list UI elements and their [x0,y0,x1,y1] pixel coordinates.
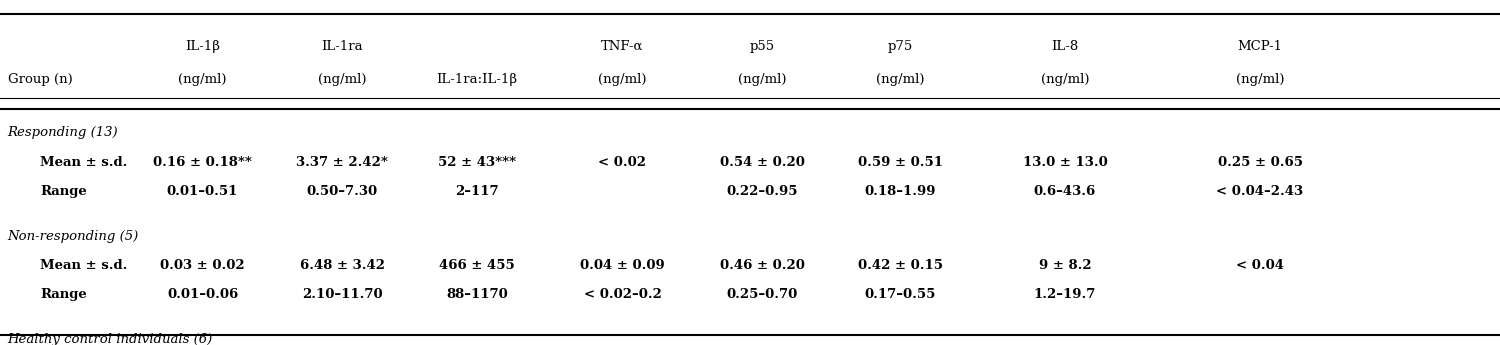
Text: < 0.02: < 0.02 [598,156,646,169]
Text: 0.18–1.99: 0.18–1.99 [864,185,936,198]
Text: (ng/ml): (ng/ml) [318,73,366,86]
Text: < 0.04: < 0.04 [1236,259,1284,272]
Text: TNF-α: TNF-α [602,40,644,53]
Text: 0.46 ± 0.20: 0.46 ± 0.20 [720,259,804,272]
Text: IL-8: IL-8 [1052,40,1078,53]
Text: Mean ± s.d.: Mean ± s.d. [40,156,128,169]
Text: p55: p55 [750,40,774,53]
Text: Mean ± s.d.: Mean ± s.d. [40,259,128,272]
Text: Range: Range [40,185,87,198]
Text: MCP-1: MCP-1 [1238,40,1282,53]
Text: 0.04 ± 0.09: 0.04 ± 0.09 [580,259,664,272]
Text: 0.6–43.6: 0.6–43.6 [1034,185,1096,198]
Text: 0.22–0.95: 0.22–0.95 [726,185,798,198]
Text: (ng/ml): (ng/ml) [598,73,646,86]
Text: 0.59 ± 0.51: 0.59 ± 0.51 [858,156,942,169]
Text: 13.0 ± 13.0: 13.0 ± 13.0 [1023,156,1107,169]
Text: IL-1ra:IL-1β: IL-1ra:IL-1β [436,73,517,86]
Text: IL-1ra: IL-1ra [321,40,363,53]
Text: (ng/ml): (ng/ml) [738,73,786,86]
Text: (ng/ml): (ng/ml) [178,73,226,86]
Text: 6.48 ± 3.42: 6.48 ± 3.42 [300,259,384,272]
Text: (ng/ml): (ng/ml) [1236,73,1284,86]
Text: 2.10–11.70: 2.10–11.70 [302,288,382,302]
Text: 0.17–0.55: 0.17–0.55 [864,288,936,302]
Text: 9 ± 8.2: 9 ± 8.2 [1038,259,1092,272]
Text: 3.37 ± 2.42*: 3.37 ± 2.42* [296,156,388,169]
Text: Healthy control individuals (6): Healthy control individuals (6) [8,333,213,345]
Text: 0.25 ± 0.65: 0.25 ± 0.65 [1218,156,1302,169]
Text: 0.01–0.06: 0.01–0.06 [166,288,238,302]
Text: 0.54 ± 0.20: 0.54 ± 0.20 [720,156,804,169]
Text: Group (n): Group (n) [8,73,72,86]
Text: IL-1β: IL-1β [184,40,220,53]
Text: 88–1170: 88–1170 [446,288,509,302]
Text: (ng/ml): (ng/ml) [876,73,924,86]
Text: 2–117: 2–117 [454,185,500,198]
Text: (ng/ml): (ng/ml) [1041,73,1089,86]
Text: Non-responding (5): Non-responding (5) [8,230,138,243]
Text: 0.50–7.30: 0.50–7.30 [306,185,378,198]
Text: < 0.02–0.2: < 0.02–0.2 [584,288,662,302]
Text: < 0.04–2.43: < 0.04–2.43 [1216,185,1304,198]
Text: 466 ± 455: 466 ± 455 [440,259,515,272]
Text: 0.25–0.70: 0.25–0.70 [726,288,798,302]
Text: 0.16 ± 0.18**: 0.16 ± 0.18** [153,156,252,169]
Text: Range: Range [40,288,87,302]
Text: 0.03 ± 0.02: 0.03 ± 0.02 [160,259,244,272]
Text: p75: p75 [888,40,912,53]
Text: 52 ± 43***: 52 ± 43*** [438,156,516,169]
Text: 1.2–19.7: 1.2–19.7 [1034,288,1096,302]
Text: 0.01–0.51: 0.01–0.51 [166,185,238,198]
Text: Responding (13): Responding (13) [8,126,118,139]
Text: 0.42 ± 0.15: 0.42 ± 0.15 [858,259,942,272]
